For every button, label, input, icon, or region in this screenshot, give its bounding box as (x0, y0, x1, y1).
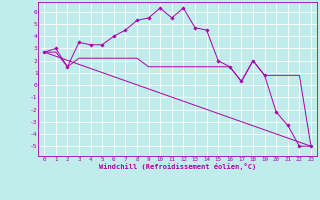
X-axis label: Windchill (Refroidissement éolien,°C): Windchill (Refroidissement éolien,°C) (99, 163, 256, 170)
